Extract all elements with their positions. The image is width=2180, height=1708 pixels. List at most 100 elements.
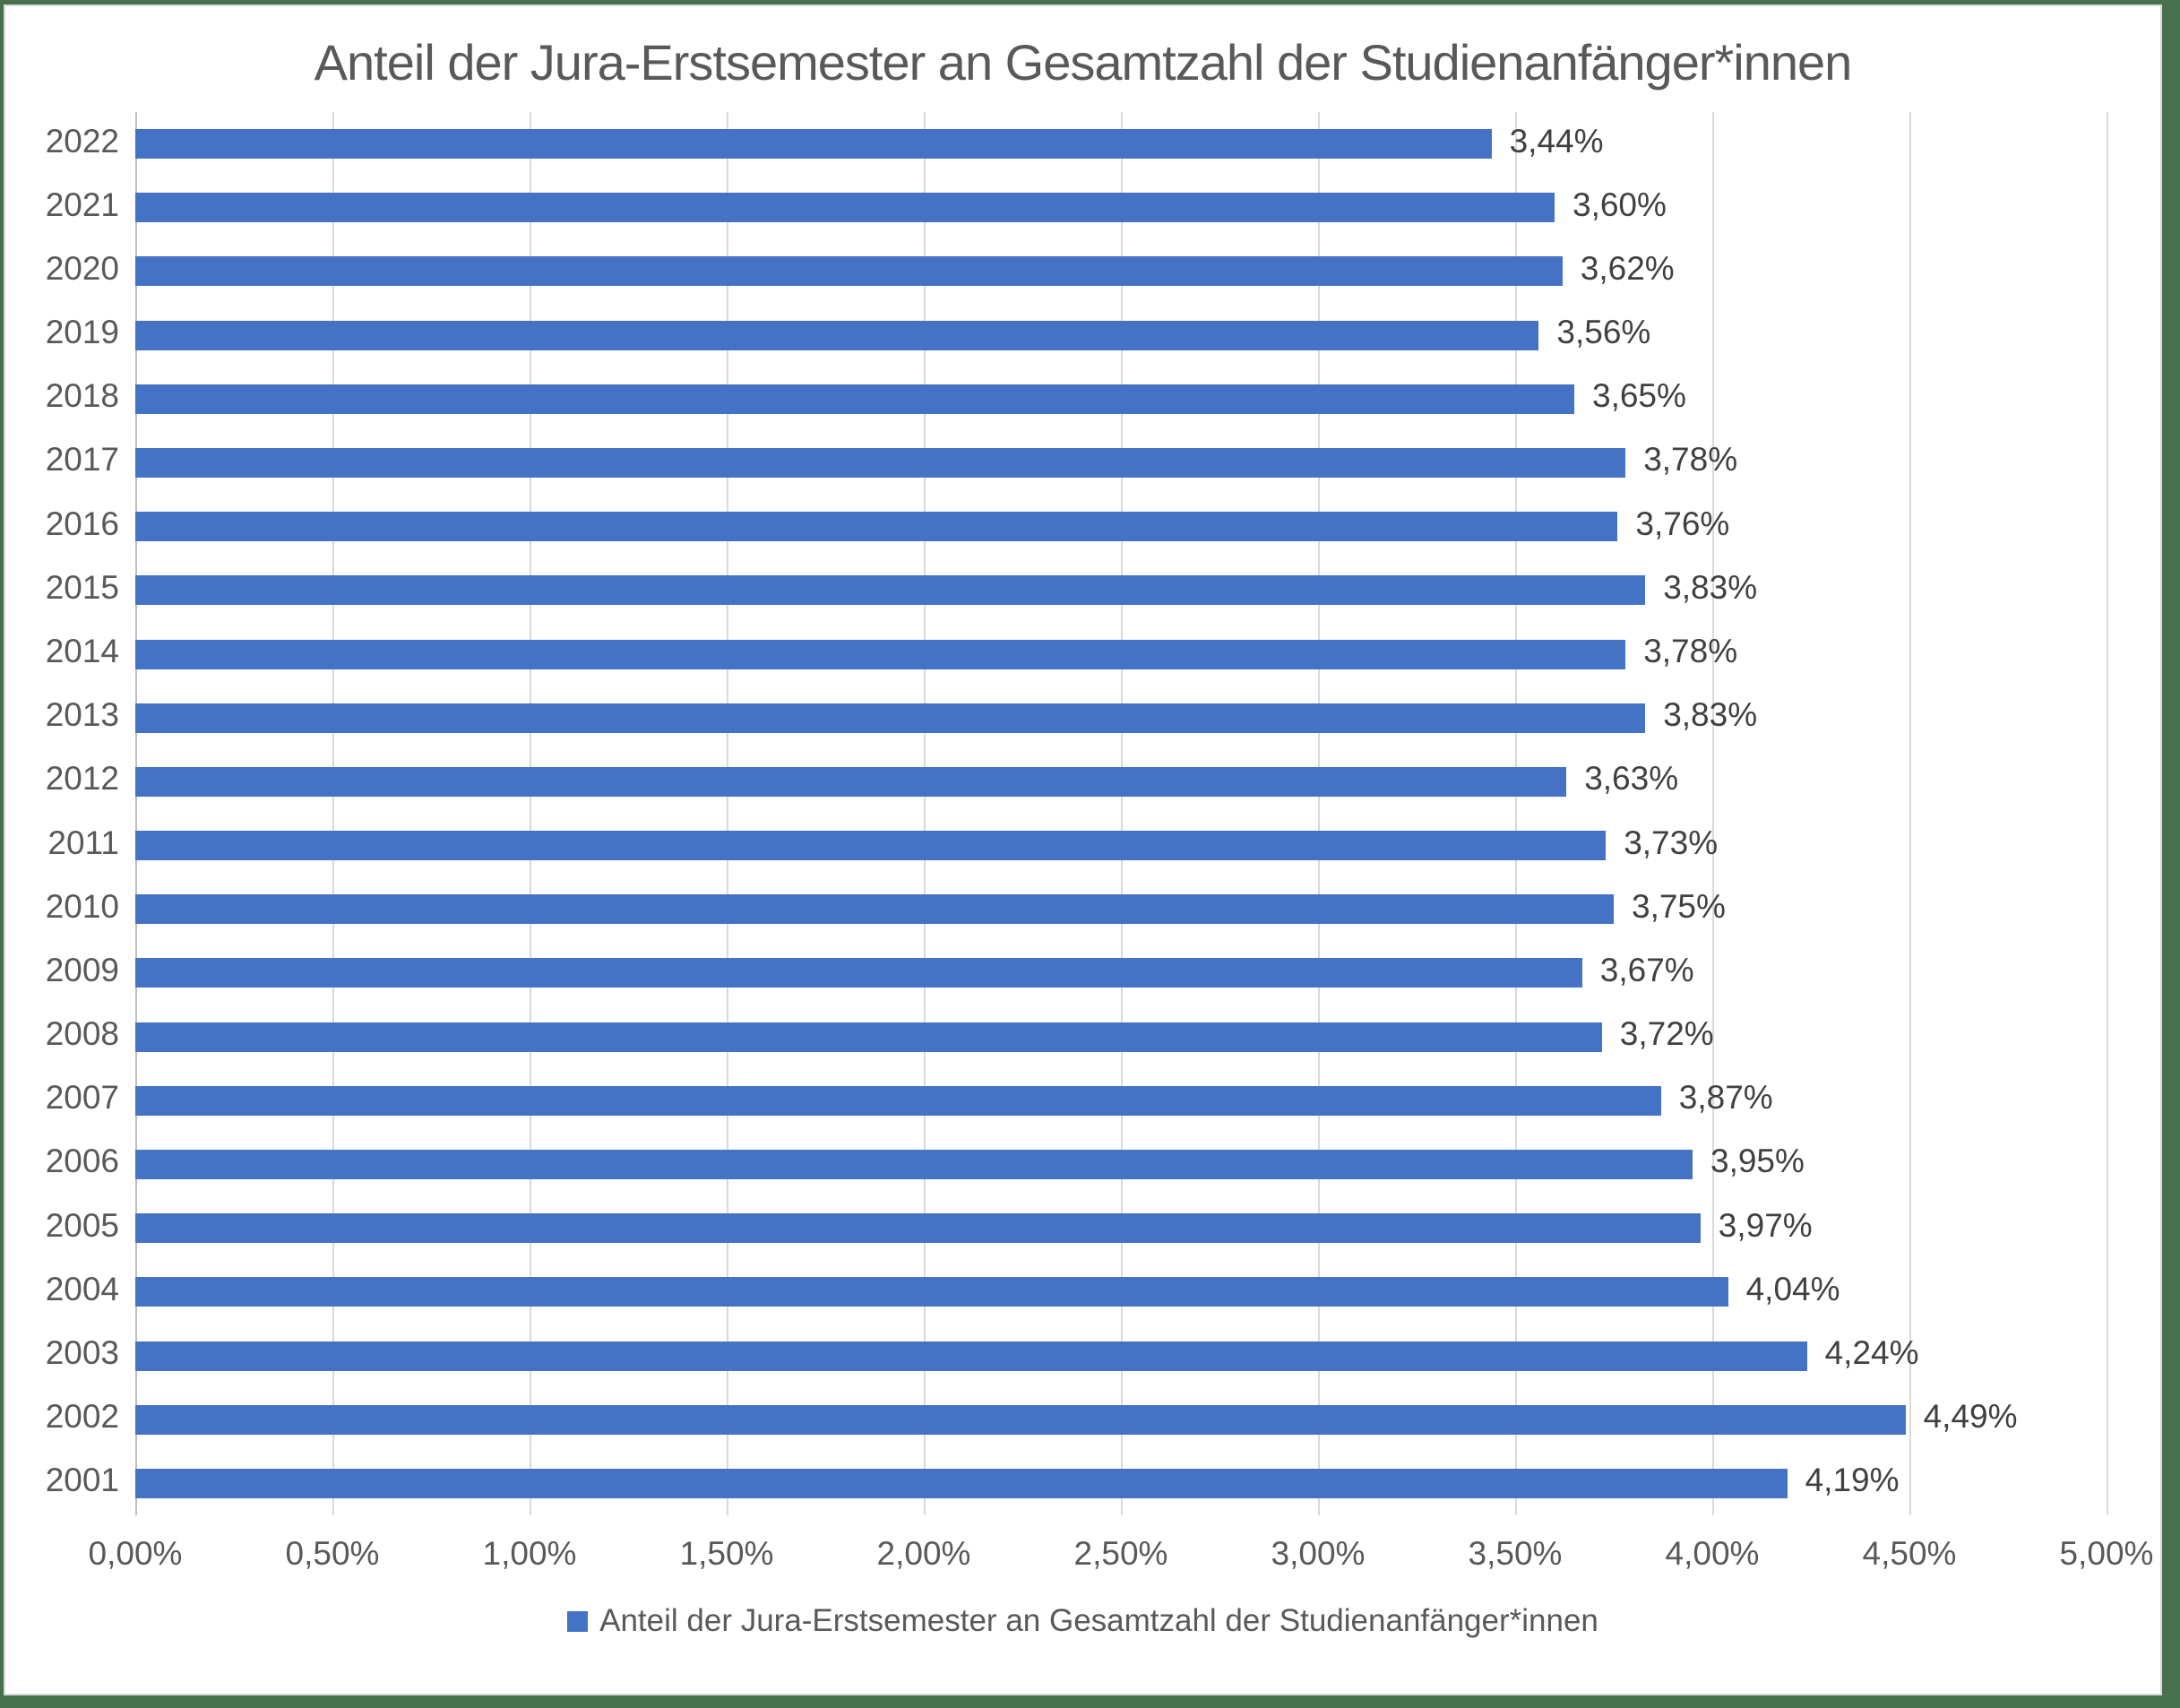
year-label: 2009 xyxy=(45,951,119,988)
bar xyxy=(135,639,1626,669)
value-label: 4,49% xyxy=(1923,1398,2018,1436)
bar xyxy=(135,1022,1602,1052)
gridline xyxy=(1909,112,1911,1515)
year-label: 2004 xyxy=(45,1270,119,1307)
gridline xyxy=(2107,112,2108,1515)
bar xyxy=(135,1468,1788,1498)
value-label: 3,83% xyxy=(1663,568,1758,606)
bar-row: 2012 3,63% xyxy=(46,750,2107,814)
value-label: 3,56% xyxy=(1556,314,1651,351)
value-label: 3,97% xyxy=(1718,1206,1813,1244)
value-label: 3,75% xyxy=(1632,887,1726,925)
gridline xyxy=(727,112,728,1515)
bar xyxy=(135,384,1574,414)
value-label: 3,87% xyxy=(1678,1079,1773,1117)
x-tick-label: 0,00% xyxy=(88,1535,183,1572)
bar xyxy=(135,1341,1807,1371)
bar-row: 2004 4,04% xyxy=(46,1260,2107,1324)
bar-row: 2008 3,72% xyxy=(46,1005,2107,1069)
gridline xyxy=(332,112,334,1515)
value-label: 4,04% xyxy=(1745,1270,1840,1307)
bar xyxy=(135,766,1567,797)
year-label: 2020 xyxy=(45,249,119,287)
x-tick-label: 3,50% xyxy=(1468,1535,1563,1572)
year-label: 2010 xyxy=(45,887,119,925)
plot-area: 2022 3,44% 2021 3,60% 2020 3,62% 2019 3,56% 2018… xyxy=(46,112,2108,1515)
year-label: 2008 xyxy=(45,1015,119,1053)
bar-row: 2002 4,49% xyxy=(46,1388,2107,1452)
year-label: 2003 xyxy=(45,1334,119,1372)
year-label: 2022 xyxy=(45,122,119,160)
x-tick-label: 5,00% xyxy=(2059,1535,2154,1572)
value-label: 3,95% xyxy=(1710,1143,1805,1180)
gridline xyxy=(1515,112,1517,1515)
bar-row: 2011 3,73% xyxy=(47,814,2107,877)
bar xyxy=(135,129,1492,160)
legend-label: Anteil der Jura-Erstsemester an Gesamtza… xyxy=(599,1603,1598,1638)
bar xyxy=(135,1149,1693,1179)
x-tick-label: 4,50% xyxy=(1862,1535,1957,1572)
value-label: 3,65% xyxy=(1592,377,1686,415)
year-label: 2017 xyxy=(45,441,119,479)
x-tick-label: 1,50% xyxy=(679,1535,774,1572)
x-tick-label: 2,00% xyxy=(876,1535,971,1572)
bar-row: 2016 3,76% xyxy=(46,495,2107,558)
bar xyxy=(135,1213,1701,1244)
x-tick-label: 3,00% xyxy=(1271,1535,1366,1572)
year-label: 2006 xyxy=(45,1143,119,1180)
bar-row: 2001 4,19% xyxy=(46,1452,2107,1515)
bar xyxy=(135,256,1563,287)
legend: Anteil der Jura-Erstsemester an Gesamtza… xyxy=(5,1603,2160,1639)
bar xyxy=(135,831,1607,861)
bar-row: 2017 3,78% xyxy=(46,431,2107,495)
bar xyxy=(135,894,1614,925)
year-label: 2019 xyxy=(45,314,119,351)
legend-color-swatch-icon xyxy=(567,1610,589,1632)
bar xyxy=(135,320,1539,350)
gridline xyxy=(924,112,926,1515)
year-label: 2021 xyxy=(45,185,119,223)
bar-row: 2005 3,97% xyxy=(46,1196,2107,1260)
value-label: 3,63% xyxy=(1584,760,1679,798)
year-label: 2016 xyxy=(45,505,119,542)
bar-row: 2022 3,44% xyxy=(46,112,2107,176)
value-label: 3,62% xyxy=(1580,249,1675,287)
x-axis: 0,00% 0,50% 1,00% 1,50% 2,00% 2,50% 3,00% 3,50%… xyxy=(89,1535,2154,1580)
bar xyxy=(135,193,1555,223)
bar-row: 2020 3,62% xyxy=(46,239,2107,303)
bar-row: 2003 4,24% xyxy=(46,1324,2107,1387)
bar-row: 2019 3,56% xyxy=(46,304,2107,367)
year-label: 2005 xyxy=(45,1206,119,1244)
value-label: 3,72% xyxy=(1619,1015,1714,1053)
year-label: 2015 xyxy=(45,568,119,606)
bar xyxy=(135,703,1646,733)
value-label: 3,60% xyxy=(1573,185,1667,223)
gridline xyxy=(530,112,531,1515)
chart-surface: Anteil der Jura-Erstsemester an Gesamtza… xyxy=(4,4,2162,1695)
value-label: 3,78% xyxy=(1643,633,1738,670)
bar xyxy=(135,447,1626,478)
x-tick-label: 4,00% xyxy=(1665,1535,1760,1572)
value-label: 3,78% xyxy=(1643,441,1738,479)
x-tick-label: 0,50% xyxy=(285,1535,380,1572)
gridline xyxy=(1318,112,1320,1515)
bar-row: 2009 3,67% xyxy=(46,941,2107,1005)
bar xyxy=(135,1085,1661,1116)
bar-row: 2021 3,60% xyxy=(46,176,2107,239)
bar-row: 2007 3,87% xyxy=(46,1069,2107,1133)
gridline xyxy=(1121,112,1123,1515)
year-label: 2018 xyxy=(45,377,119,415)
bar-row: 2018 3,65% xyxy=(46,367,2107,431)
value-label: 3,76% xyxy=(1635,505,1730,542)
bar-row: 2013 3,83% xyxy=(46,686,2107,750)
bar-row: 2006 3,95% xyxy=(46,1133,2107,1196)
chart-title: Anteil der Jura-Erstsemester an Gesamtza… xyxy=(314,34,1853,91)
value-label: 3,73% xyxy=(1624,824,1719,861)
x-tick-label: 2,50% xyxy=(1073,1535,1168,1572)
y-axis-line xyxy=(135,112,137,1515)
value-label: 4,24% xyxy=(1824,1334,1919,1372)
year-label: 2007 xyxy=(45,1079,119,1117)
bar-row: 2015 3,83% xyxy=(46,558,2107,622)
year-label: 2014 xyxy=(45,633,119,670)
